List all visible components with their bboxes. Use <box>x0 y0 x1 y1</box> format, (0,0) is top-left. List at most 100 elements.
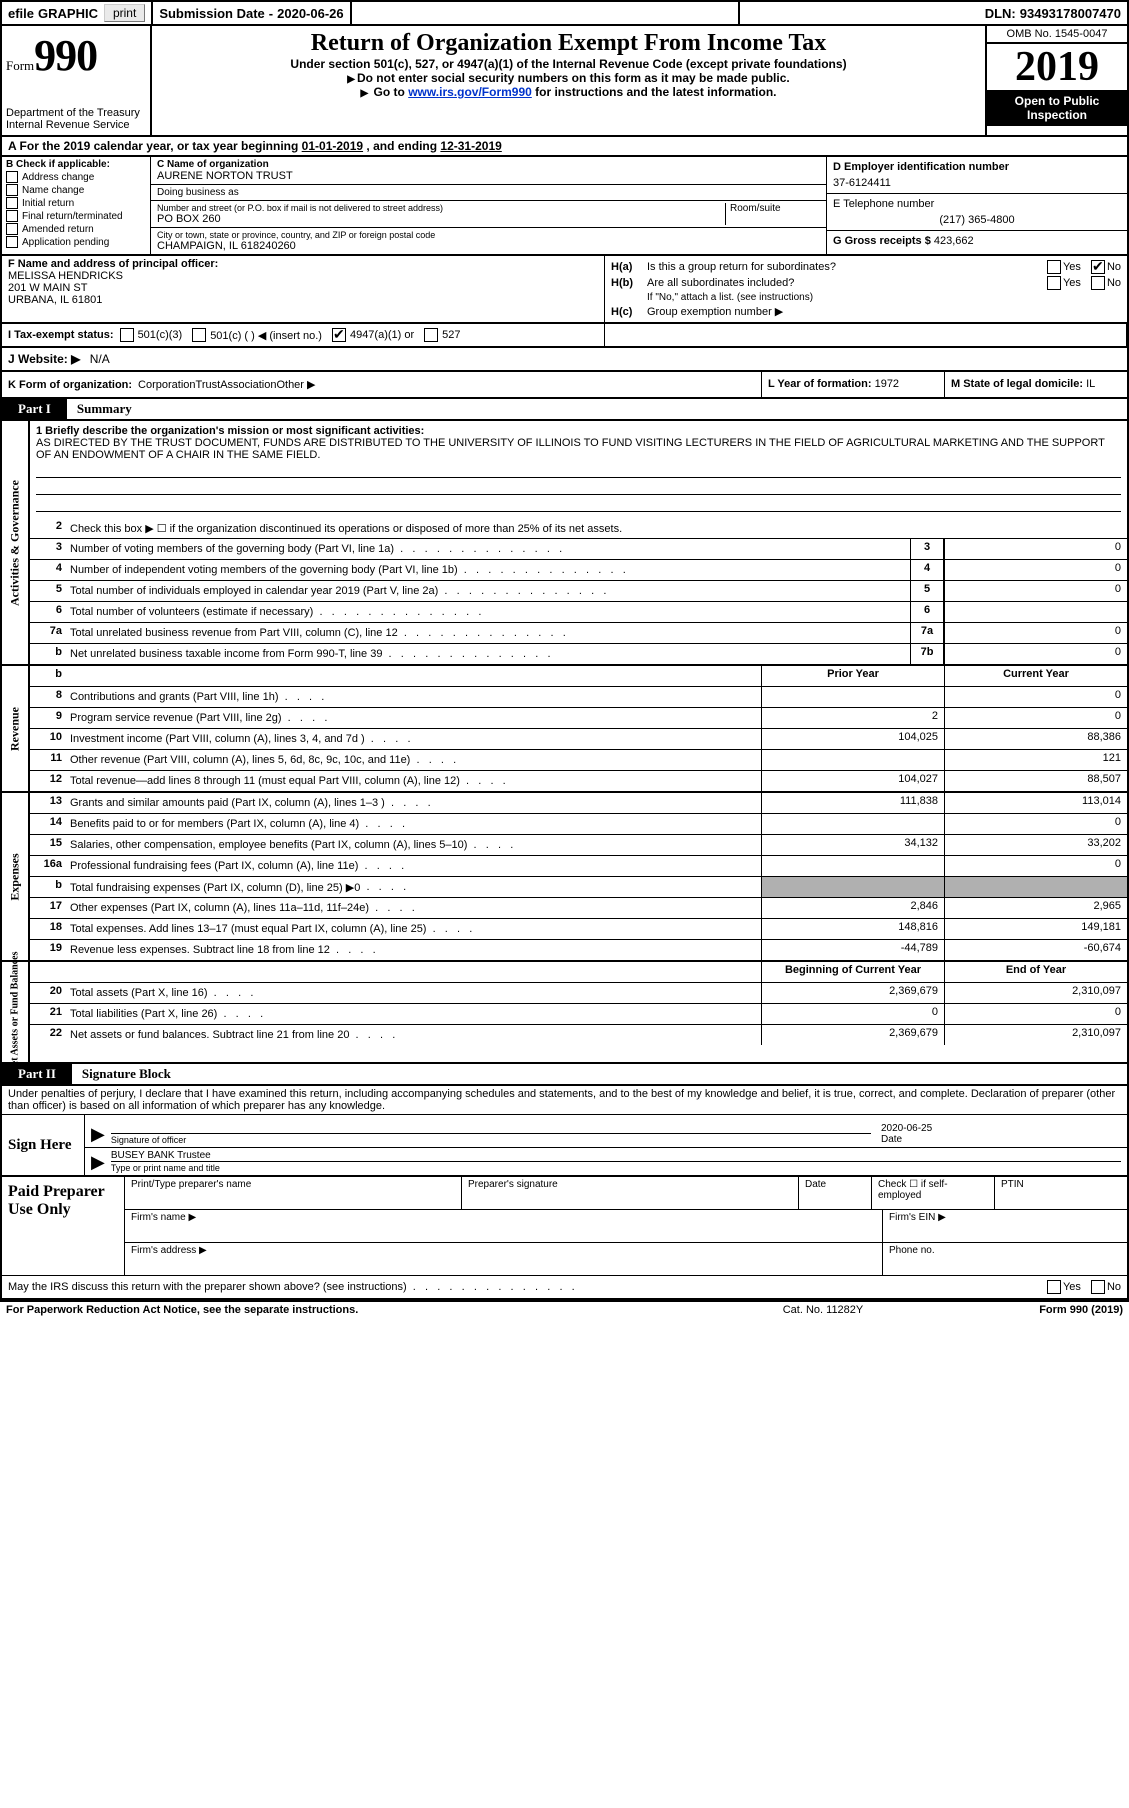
row-desc: Total number of volunteers (estimate if … <box>66 602 910 622</box>
hb-text: Are all subordinates included? <box>647 277 1037 289</box>
row-desc: Total liabilities (Part X, line 26) <box>66 1004 761 1024</box>
dots <box>369 902 415 914</box>
opt-527[interactable]: 527 <box>424 328 460 342</box>
row-num: 22 <box>30 1025 66 1045</box>
paid-preparer-row: Paid Preparer Use Only Print/Type prepar… <box>2 1175 1127 1275</box>
checkbox-icon <box>120 328 134 342</box>
opt-label: Trust <box>196 379 221 391</box>
sum-body-gov: 1 Briefly describe the organization's mi… <box>30 421 1127 664</box>
ptin: PTIN <box>995 1177 1127 1209</box>
box-i: I Tax-exempt status: 501(c)(3) 501(c) ( … <box>2 324 605 346</box>
graphic-label: GRAPHIC <box>38 6 98 21</box>
omb: OMB No. 1545-0047 <box>987 26 1127 44</box>
m-label: M State of legal domicile: <box>951 378 1083 390</box>
officer-name: MELISSA HENDRICKS <box>8 270 598 282</box>
dots <box>458 564 626 576</box>
form-label: Form <box>6 58 34 73</box>
chk-amended[interactable]: Amended return <box>6 223 146 235</box>
ha-yes[interactable]: Yes <box>1041 260 1081 274</box>
sign-here-row: Sign Here ▶ Signature of officer 2020-06… <box>2 1114 1127 1175</box>
part2-titletext: Signature Block <box>72 1064 181 1084</box>
opt-501c[interactable]: 501(c) ( ) ◀ (insert no.) <box>192 328 322 342</box>
discuss-yes[interactable]: Yes <box>1041 1280 1081 1294</box>
table-row: 15 Salaries, other compensation, employe… <box>30 835 1127 856</box>
arrow-icon: ▶ <box>91 1124 105 1145</box>
opt-other[interactable]: Other ▶ <box>276 378 315 391</box>
line-a-end: 12-31-2019 <box>440 139 501 153</box>
hb-no[interactable]: No <box>1085 276 1121 290</box>
chk-label: Initial return <box>22 198 74 209</box>
submission-date: 2020-06-26 <box>277 6 344 21</box>
mission-line <box>36 480 1121 495</box>
paid-fields: Print/Type preparer's name Preparer's si… <box>124 1177 1127 1275</box>
opt-corp[interactable]: Corporation <box>138 379 195 391</box>
arrow-icon <box>347 73 357 85</box>
table-row: 18 Total expenses. Add lines 13–17 (must… <box>30 919 1127 940</box>
row-desc: Salaries, other compensation, employee b… <box>66 835 761 855</box>
row-desc: Total expenses. Add lines 13–17 (must eq… <box>66 919 761 939</box>
dots <box>426 923 472 935</box>
box-d: D Employer identification number 37-6124… <box>827 157 1127 194</box>
prep-check: Check ☐ if self-employed <box>872 1177 995 1209</box>
row-val <box>944 602 1127 622</box>
box-k: K Form of organization: Corporation Trus… <box>2 372 762 397</box>
entity-block: B Check if applicable: Address change Na… <box>0 157 1129 256</box>
row-num: b <box>30 644 66 664</box>
table-row: 17 Other expenses (Part IX, column (A), … <box>30 898 1127 919</box>
line2: 2 Check this box ▶ ☐ if the organization… <box>30 518 1127 539</box>
row-num: 3 <box>30 539 66 559</box>
submission-label: Submission Date <box>159 6 264 21</box>
j-label: J Website: ▶ <box>8 352 80 366</box>
row-desc: Program service revenue (Part VIII, line… <box>66 708 761 728</box>
ha-text: Is this a group return for subordinates? <box>647 261 1037 273</box>
dots <box>330 944 376 956</box>
row-current <box>944 877 1127 897</box>
begin-header: Beginning of Current Year <box>761 962 944 982</box>
dots <box>385 797 431 809</box>
opt-trust[interactable]: Trust <box>196 379 221 391</box>
dln-cell: DLN: 93493178007470 <box>740 2 1127 24</box>
sum-body-rev: b Prior Year Current Year 8 Contribution… <box>30 666 1127 791</box>
row-current: 33,202 <box>944 835 1127 855</box>
chk-pending[interactable]: Application pending <box>6 236 146 248</box>
org-name-cell: C Name of organization AURENE NORTON TRU… <box>151 157 826 185</box>
mission-line <box>36 463 1121 478</box>
footer-right: Form 990 (2019) <box>923 1304 1123 1316</box>
opt-4947[interactable]: 4947(a)(1) or <box>332 328 414 342</box>
checkbox-icon <box>6 223 18 235</box>
row-num: b <box>30 877 66 897</box>
chk-label: Name change <box>22 185 84 196</box>
dots <box>365 733 411 745</box>
note1: Do not enter social security numbers on … <box>162 71 975 85</box>
row-prior: 2,846 <box>761 898 944 918</box>
box-c: C Name of organization AURENE NORTON TRU… <box>151 157 827 254</box>
discuss-no[interactable]: No <box>1085 1280 1121 1294</box>
print-button[interactable]: print <box>104 4 145 22</box>
row-val: 0 <box>944 644 1127 664</box>
end-header: End of Year <box>944 962 1127 982</box>
box-h: H(a) Is this a group return for subordin… <box>605 256 1127 322</box>
chk-name[interactable]: Name change <box>6 184 146 196</box>
note2-pre: Go to <box>374 85 409 99</box>
row-desc: Other expenses (Part IX, column (A), lin… <box>66 898 761 918</box>
row-num: 5 <box>30 581 66 601</box>
table-row: 10 Investment income (Part VIII, column … <box>30 729 1127 750</box>
summary-net: Net Assets or Fund Balances Beginning of… <box>0 962 1129 1064</box>
footer: For Paperwork Reduction Act Notice, see … <box>0 1300 1129 1318</box>
opt-501c3[interactable]: 501(c)(3) <box>120 328 183 342</box>
irs-link[interactable]: www.irs.gov/Form990 <box>408 85 532 99</box>
ein-value: 37-6124411 <box>833 177 1121 189</box>
sig-officer-label: Signature of officer <box>111 1133 871 1145</box>
chk-final[interactable]: Final return/terminated <box>6 210 146 222</box>
row-current: 0 <box>944 814 1127 834</box>
submission-cell: Submission Date - 2020-06-26 <box>153 2 351 24</box>
opt-assoc[interactable]: Association <box>220 379 276 391</box>
row-current: -60,674 <box>944 940 1127 960</box>
ha-no[interactable]: No <box>1085 260 1121 274</box>
klm-row: K Form of organization: Corporation Trus… <box>0 372 1129 399</box>
chk-initial[interactable]: Initial return <box>6 197 146 209</box>
dots <box>398 627 566 639</box>
chk-address[interactable]: Address change <box>6 171 146 183</box>
hb-yes[interactable]: Yes <box>1041 276 1081 290</box>
h-a: H(a) Is this a group return for subordin… <box>611 260 1121 274</box>
